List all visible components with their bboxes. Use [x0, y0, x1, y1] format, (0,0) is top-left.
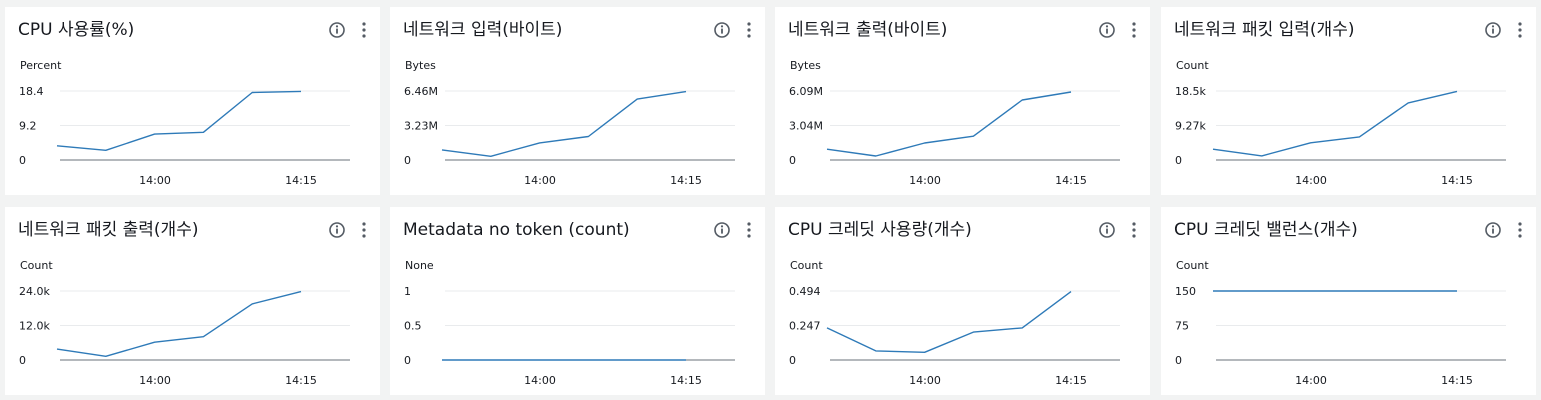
y-tick-label: 0	[19, 354, 26, 367]
widget-title: Metadata no token (count)	[403, 220, 630, 240]
x-tick-label: 14:00	[909, 174, 941, 187]
widget-title: 네트워크 패킷 출력(개수)	[18, 220, 199, 240]
y-tick-label: 0.247	[789, 320, 821, 333]
metric-widget[interactable]: Metadata no token (count) None 0 0.5 1 14:00 1…	[390, 207, 765, 395]
more-actions-icon[interactable]	[1128, 220, 1140, 240]
info-icon[interactable]	[1484, 21, 1502, 39]
more-actions-icon[interactable]	[358, 20, 370, 40]
y-tick-label: 12.0k	[19, 320, 50, 333]
y-tick-label: 3.23M	[404, 120, 438, 133]
y-axis-unit-label: Count	[1176, 259, 1209, 272]
metric-widget[interactable]: CPU 사용률(%) Percent 0 9.2 18.4 14:00 14:15	[5, 7, 380, 195]
metric-widget[interactable]: CPU 크레딧 사용량(개수) Count 0 0.247 0.494 14:00 14:1…	[775, 207, 1150, 395]
x-tick-label: 14:00	[1295, 374, 1327, 387]
y-tick-label: 0	[1175, 154, 1182, 167]
widget-title: 네트워크 입력(바이트)	[403, 20, 563, 40]
y-tick-label: 150	[1175, 285, 1196, 298]
more-actions-icon[interactable]	[1514, 220, 1526, 240]
y-tick-label: 6.09M	[789, 85, 823, 98]
more-actions-icon[interactable]	[1514, 20, 1526, 40]
metric-widget[interactable]: 네트워크 패킷 출력(개수) Count 0 12.0k 24.0k 14:00 14:15	[5, 207, 380, 395]
y-tick-label: 0.494	[789, 285, 821, 298]
y-tick-label: 9.27k	[1175, 120, 1206, 133]
line-chart: 0 3.23M 6.46M 14:00 14:15	[404, 85, 735, 187]
y-tick-label: 75	[1175, 320, 1189, 333]
info-icon[interactable]	[713, 221, 731, 239]
y-tick-label: 9.2	[19, 120, 37, 133]
widget-title: 네트워크 출력(바이트)	[788, 20, 948, 40]
x-tick-label: 14:00	[909, 374, 941, 387]
info-icon[interactable]	[328, 21, 346, 39]
x-tick-label: 14:00	[139, 374, 171, 387]
y-tick-label: 6.46M	[404, 85, 438, 98]
y-tick-label: 0	[789, 354, 796, 367]
y-tick-label: 0	[19, 154, 26, 167]
metric-widget[interactable]: 네트워크 패킷 입력(개수) Count 0 9.27k 18.5k 14:00 14:15	[1161, 7, 1536, 195]
info-icon[interactable]	[328, 221, 346, 239]
x-tick-label: 14:15	[285, 174, 317, 187]
line-chart: 0 3.04M 6.09M 14:00 14:15	[789, 85, 1120, 187]
widget-title: 네트워크 패킷 입력(개수)	[1174, 20, 1355, 40]
x-tick-label: 14:15	[1441, 174, 1473, 187]
y-tick-label: 0	[404, 354, 411, 367]
more-actions-icon[interactable]	[743, 20, 755, 40]
x-tick-label: 14:00	[524, 174, 556, 187]
series-line[interactable]	[56, 90, 302, 152]
y-tick-label: 0	[1175, 354, 1182, 367]
series-line[interactable]	[1212, 90, 1458, 157]
more-actions-icon[interactable]	[1128, 20, 1140, 40]
y-axis-unit-label: Percent	[20, 59, 62, 72]
widget-title: CPU 사용률(%)	[18, 20, 135, 40]
x-tick-label: 14:00	[139, 174, 171, 187]
line-chart: 0 75 150 14:00 14:15	[1175, 285, 1506, 387]
y-tick-label: 0	[404, 154, 411, 167]
line-chart: 0 12.0k 24.0k 14:00 14:15	[19, 285, 350, 387]
y-tick-label: 0.5	[404, 320, 422, 333]
y-tick-label: 24.0k	[19, 285, 50, 298]
x-tick-label: 14:15	[670, 374, 702, 387]
y-tick-label: 18.4	[19, 85, 44, 98]
x-tick-label: 14:15	[285, 374, 317, 387]
x-tick-label: 14:15	[1441, 374, 1473, 387]
widget-title: CPU 크레딧 사용량(개수)	[788, 220, 972, 240]
series-line[interactable]	[826, 291, 1072, 354]
widget-title: CPU 크레딧 밸런스(개수)	[1174, 220, 1358, 240]
line-chart: 0 0.5 1 14:00 14:15	[404, 285, 735, 387]
y-axis-unit-label: Count	[1176, 59, 1209, 72]
y-tick-label: 3.04M	[789, 120, 823, 133]
info-icon[interactable]	[1098, 221, 1116, 239]
y-axis-unit-label: Bytes	[405, 59, 436, 72]
series-line[interactable]	[441, 90, 687, 158]
y-axis-unit-label: None	[405, 259, 434, 272]
info-icon[interactable]	[1098, 21, 1116, 39]
x-tick-label: 14:15	[1055, 374, 1087, 387]
line-chart: 0 0.247 0.494 14:00 14:15	[789, 285, 1120, 387]
x-tick-label: 14:00	[1295, 174, 1327, 187]
y-tick-label: 0	[789, 154, 796, 167]
series-line[interactable]	[826, 91, 1072, 157]
x-tick-label: 14:00	[524, 374, 556, 387]
y-axis-unit-label: Count	[790, 259, 823, 272]
info-icon[interactable]	[713, 21, 731, 39]
line-chart: 0 9.2 18.4 14:00 14:15	[19, 85, 350, 187]
series-line[interactable]	[56, 290, 302, 358]
y-tick-label: 1	[404, 285, 411, 298]
info-icon[interactable]	[1484, 221, 1502, 239]
metric-widget[interactable]: 네트워크 입력(바이트) Bytes 0 3.23M 6.46M 14:00 14:15	[390, 7, 765, 195]
y-tick-label: 18.5k	[1175, 85, 1206, 98]
line-chart: 0 9.27k 18.5k 14:00 14:15	[1175, 85, 1506, 187]
more-actions-icon[interactable]	[743, 220, 755, 240]
metric-widget[interactable]: CPU 크레딧 밸런스(개수) Count 0 75 150 14:00 14:15	[1161, 207, 1536, 395]
y-axis-unit-label: Count	[20, 259, 53, 272]
y-axis-unit-label: Bytes	[790, 59, 821, 72]
more-actions-icon[interactable]	[358, 220, 370, 240]
metric-widget[interactable]: 네트워크 출력(바이트) Bytes 0 3.04M 6.09M 14:00 14:15	[775, 7, 1150, 195]
x-tick-label: 14:15	[670, 174, 702, 187]
x-tick-label: 14:15	[1055, 174, 1087, 187]
